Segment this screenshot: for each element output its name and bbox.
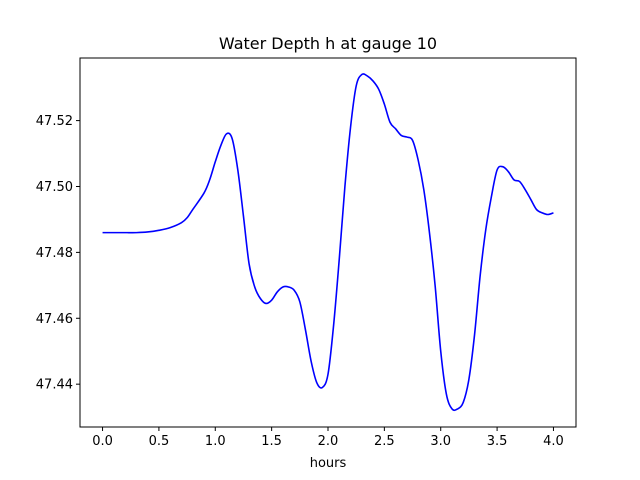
y-tick-label: 47.48 (36, 246, 73, 261)
x-axis: 0.0 0.5 1.0 1.5 2.0 2.5 3.0 3.5 4.0 (92, 427, 564, 449)
water-depth-line (102, 73, 554, 412)
y-tick-label: 47.44 (36, 378, 73, 393)
x-tick-label: 4.0 (543, 434, 564, 449)
chart-title: Water Depth h at gauge 10 (219, 34, 437, 53)
x-tick-label: 3.5 (487, 434, 508, 449)
y-axis: 47.44 47.46 47.48 47.50 47.52 (36, 114, 80, 393)
x-tick-label: 2.5 (374, 434, 395, 449)
x-tick-label: 3.0 (430, 434, 451, 449)
y-tick-label: 47.52 (36, 114, 73, 129)
x-axis-label: hours (310, 456, 347, 471)
y-tick-label: 47.50 (36, 180, 73, 195)
x-tick-label: 0.0 (92, 434, 113, 449)
x-tick-label: 1.0 (205, 434, 226, 449)
y-tick-label: 47.46 (36, 312, 73, 327)
x-tick-label: 2.0 (318, 434, 339, 449)
x-tick-label: 0.5 (149, 434, 170, 449)
x-tick-label: 1.5 (261, 434, 282, 449)
